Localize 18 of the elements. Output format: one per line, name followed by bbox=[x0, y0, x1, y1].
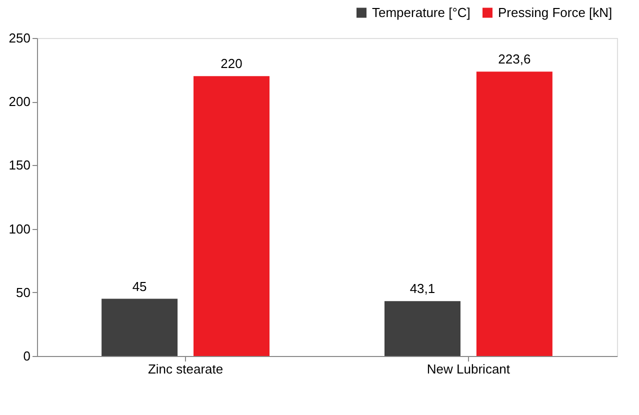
y-tick-label: 250 bbox=[8, 30, 30, 46]
bar bbox=[476, 72, 552, 356]
x-tick-label: New Lubricant bbox=[426, 362, 510, 376]
data-label: 223,6 bbox=[498, 52, 531, 67]
y-tick-label: 0 bbox=[23, 348, 30, 364]
legend-label: Pressing Force [kN] bbox=[498, 4, 612, 20]
data-label: 43,1 bbox=[410, 281, 436, 296]
data-label: 45 bbox=[132, 278, 147, 294]
y-tick-label: 100 bbox=[8, 221, 30, 236]
x-tick-label: Zinc stearate bbox=[148, 362, 224, 376]
legend-label: Temperature [°C] bbox=[372, 4, 470, 20]
y-tick-label: 200 bbox=[8, 94, 30, 110]
bar bbox=[384, 301, 460, 356]
data-label: 220 bbox=[220, 56, 242, 72]
y-tick-label: 50 bbox=[16, 284, 30, 300]
y-tick-label: 150 bbox=[8, 158, 30, 173]
bar bbox=[194, 76, 270, 356]
bar bbox=[102, 298, 178, 356]
